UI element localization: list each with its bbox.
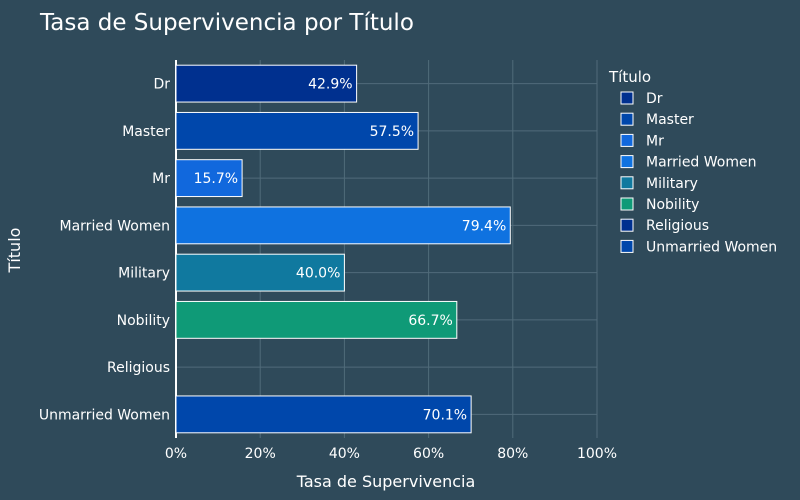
category-label: Master (122, 124, 170, 140)
x-tick-label: 100% (577, 446, 617, 462)
bar-value-label: 57.5% (370, 124, 414, 140)
x-tick-label: 60% (413, 446, 444, 462)
category-label: Religious (107, 360, 170, 376)
bar-value-label: 40.0% (296, 266, 340, 282)
legend-swatch[interactable] (620, 218, 634, 232)
x-tick-labels: 0% 20% 40% 60% 80% 100% (165, 446, 617, 462)
bar-value-label: 66.7% (408, 313, 452, 329)
legend-item-label[interactable]: Unmarried Women (646, 239, 777, 255)
bar-unmarried-women (175, 395, 472, 434)
bar-value-label: 15.7% (194, 171, 238, 187)
legend[interactable]: Título Dr Master Mr Married Women Military No… (608, 68, 777, 255)
y-axis-title: Título (5, 228, 24, 274)
category-label: Nobility (117, 313, 170, 329)
legend-swatch[interactable] (620, 133, 634, 147)
legend-swatch[interactable] (620, 112, 634, 126)
chart-title: Tasa de Supervivencia por Título (39, 10, 414, 36)
legend-swatch[interactable] (620, 91, 634, 105)
legend-swatch[interactable] (620, 176, 634, 190)
bar-dr (175, 64, 358, 103)
bars-group: 42.9% 57.5% 15.7% 79.4% 40.0% 66.7% 70.1% (175, 64, 511, 434)
bar-nobility (175, 300, 458, 339)
legend-item-label[interactable]: Military (646, 176, 698, 192)
x-tick-label: 0% (165, 446, 187, 462)
category-label: Unmarried Women (39, 407, 170, 423)
category-label: Dr (153, 77, 170, 93)
legend-swatch[interactable] (620, 239, 634, 253)
x-tick-label: 40% (329, 446, 360, 462)
legend-item-label[interactable]: Mr (646, 133, 664, 149)
category-label: Mr (152, 171, 170, 187)
bar-military (175, 253, 345, 292)
legend-item-label[interactable]: Nobility (646, 197, 699, 213)
category-label: Married Women (60, 218, 170, 234)
legend-item-label[interactable]: Religious (646, 218, 709, 234)
bar-married-women (175, 206, 511, 245)
legend-swatch[interactable] (620, 155, 634, 169)
bar-value-label: 42.9% (308, 77, 352, 93)
bar-master (175, 111, 419, 150)
x-tick-label: 80% (497, 446, 528, 462)
y-tick-labels: Dr Master Mr Married Women Military Nobility R… (39, 77, 170, 424)
legend-title: Título (608, 68, 651, 86)
bar-mr (175, 159, 243, 198)
legend-item-label[interactable]: Married Women (646, 155, 756, 171)
legend-item-label[interactable]: Master (646, 112, 694, 128)
bar-value-label: 70.1% (423, 407, 467, 423)
category-label: Military (118, 266, 170, 282)
bar-value-label: 79.4% (462, 218, 506, 234)
legend-swatch[interactable] (620, 197, 634, 211)
legend-item-label[interactable]: Dr (646, 91, 663, 107)
x-tick-label: 20% (245, 446, 276, 462)
x-axis-title: Tasa de Supervivencia (296, 472, 476, 491)
